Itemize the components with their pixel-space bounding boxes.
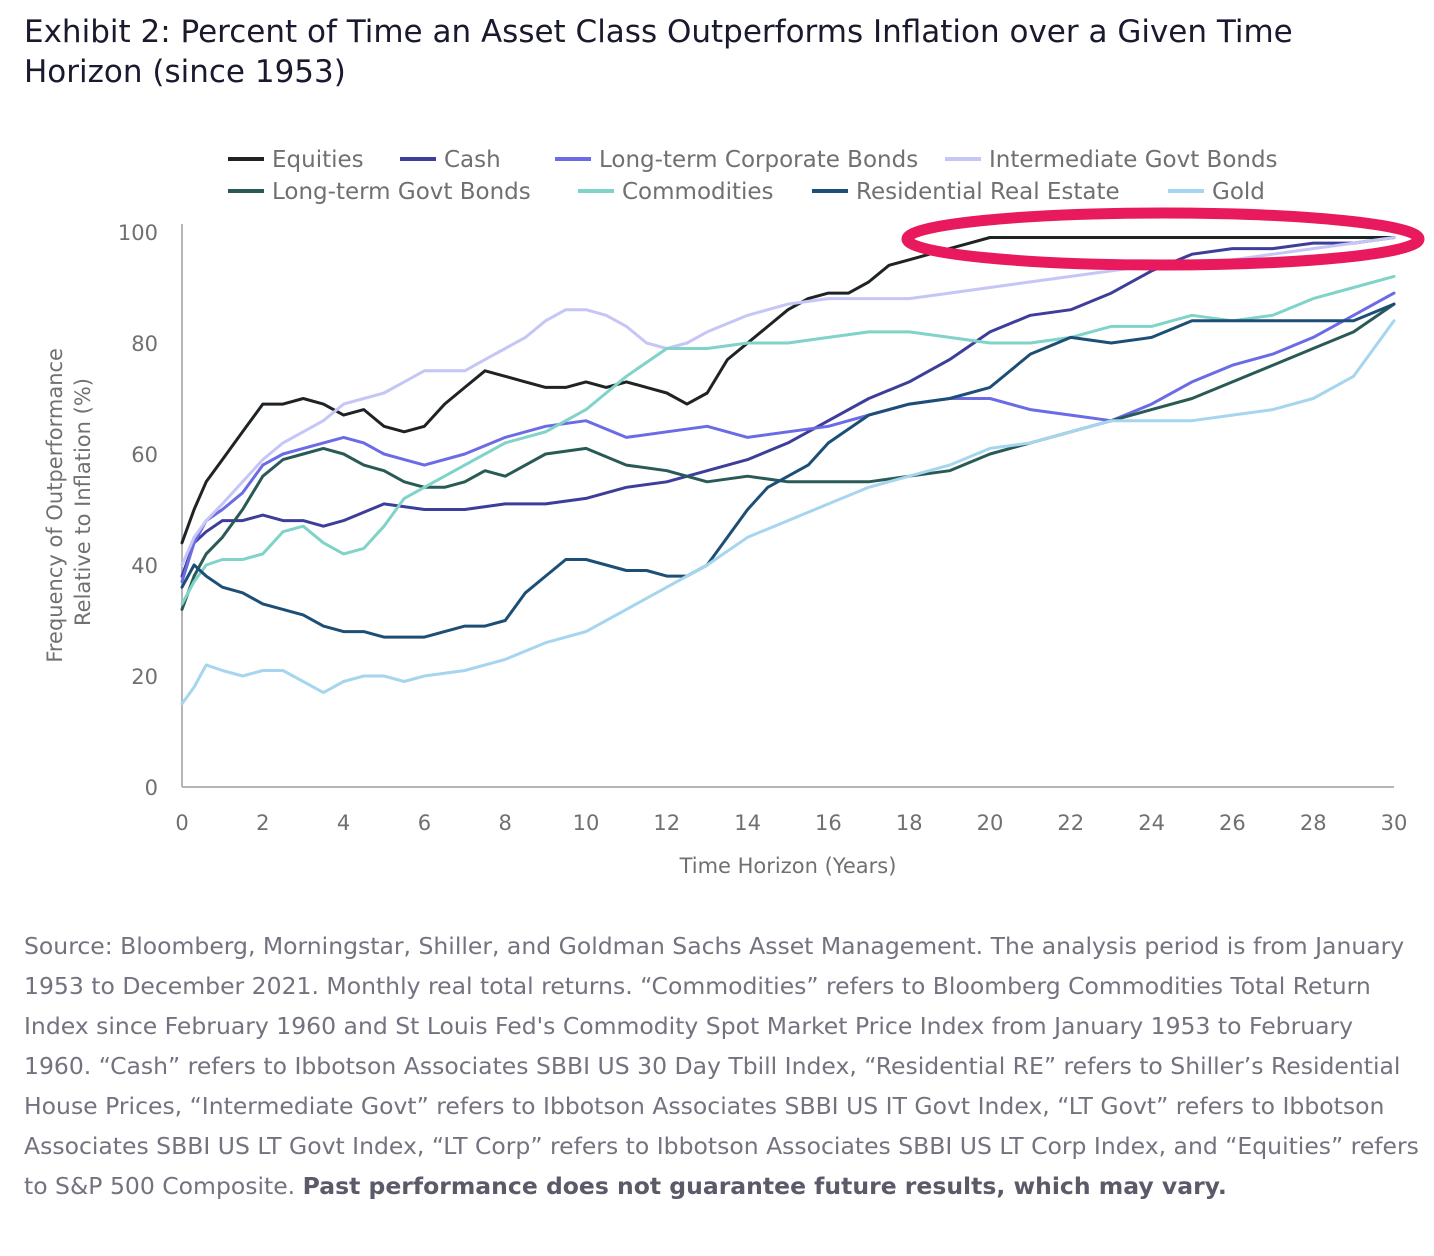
x-tick-label: 8 <box>499 811 512 835</box>
x-axis-title: Time Horizon (Years) <box>679 854 897 878</box>
x-tick-label: 2 <box>256 811 269 835</box>
legend-label-long-term-govt-bonds: Long-term Govt Bonds <box>272 179 531 205</box>
x-tick-label: 24 <box>1138 811 1165 835</box>
x-tick-labels: 0 2 4 6 8 10 12 14 16 18 20 22 24 26 28 30 <box>175 811 1407 835</box>
y-tick-label: 20 <box>131 665 158 689</box>
legend-label-cash: Cash <box>444 147 501 173</box>
legend-label-long-term-corporate-bonds: Long-term Corporate Bonds <box>599 147 918 173</box>
legend-label-intermediate-govt-bonds: Intermediate Govt Bonds <box>989 147 1278 173</box>
x-tick-label: 6 <box>418 811 431 835</box>
y-tick-label: 80 <box>131 332 158 356</box>
y-tick-label: 0 <box>145 776 158 800</box>
x-tick-label: 14 <box>734 811 761 835</box>
x-tick-label: 0 <box>175 811 188 835</box>
x-tick-label: 4 <box>337 811 350 835</box>
source-note: Source: Bloomberg, Morningstar, Shiller,… <box>24 926 1419 1206</box>
highlight-ellipse <box>901 207 1425 271</box>
legend-label-commodities: Commodities <box>622 179 774 205</box>
line-chart: Equities Cash Long-term Corporate Bonds Int… <box>43 147 1425 878</box>
y-tick-label: 60 <box>131 443 158 467</box>
y-tick-label: 40 <box>131 554 158 578</box>
x-tick-label: 16 <box>815 811 842 835</box>
x-tick-label: 18 <box>896 811 923 835</box>
series-line-cash <box>180 236 1396 578</box>
x-tick-label: 28 <box>1300 811 1327 835</box>
y-axis-title: Frequency of Outperformance Relative to … <box>43 341 95 662</box>
x-tick-label: 20 <box>977 811 1004 835</box>
series-line-residential-real-estate <box>180 302 1396 639</box>
x-tick-label: 26 <box>1219 811 1246 835</box>
series-line-intermediate-govt-bonds <box>180 236 1396 567</box>
x-tick-label: 22 <box>1057 811 1084 835</box>
source-text: Source: Bloomberg, Morningstar, Shiller,… <box>24 932 1419 1200</box>
series-lines <box>180 236 1396 706</box>
x-tick-label: 12 <box>653 811 680 835</box>
chart-legend: Equities Cash Long-term Corporate Bonds Int… <box>228 147 1278 205</box>
series-line-long-term-corporate-bonds <box>180 291 1396 584</box>
series-line-commodities <box>180 274 1396 606</box>
y-tick-labels: 0 20 40 60 80 100 <box>118 221 158 800</box>
series-line-gold <box>180 319 1396 706</box>
x-tick-label: 10 <box>573 811 600 835</box>
legend-label-equities: Equities <box>272 147 364 173</box>
x-tick-label: 30 <box>1381 811 1408 835</box>
y-axis-title-line-1: Frequency of Outperformance <box>43 348 67 663</box>
disclaimer-text: Past performance does not guarantee futu… <box>302 1172 1227 1200</box>
y-axis-title-line-2: Relative to Inflation (%) <box>71 378 95 626</box>
legend-label-gold: Gold <box>1212 179 1265 205</box>
exhibit-title: Exhibit 2: Percent of Time an Asset Clas… <box>24 14 1293 90</box>
y-tick-label: 100 <box>118 221 158 245</box>
legend-label-residential-real-estate: Residential Real Estate <box>856 179 1120 205</box>
series-line-long-term-govt-bonds <box>180 302 1396 611</box>
